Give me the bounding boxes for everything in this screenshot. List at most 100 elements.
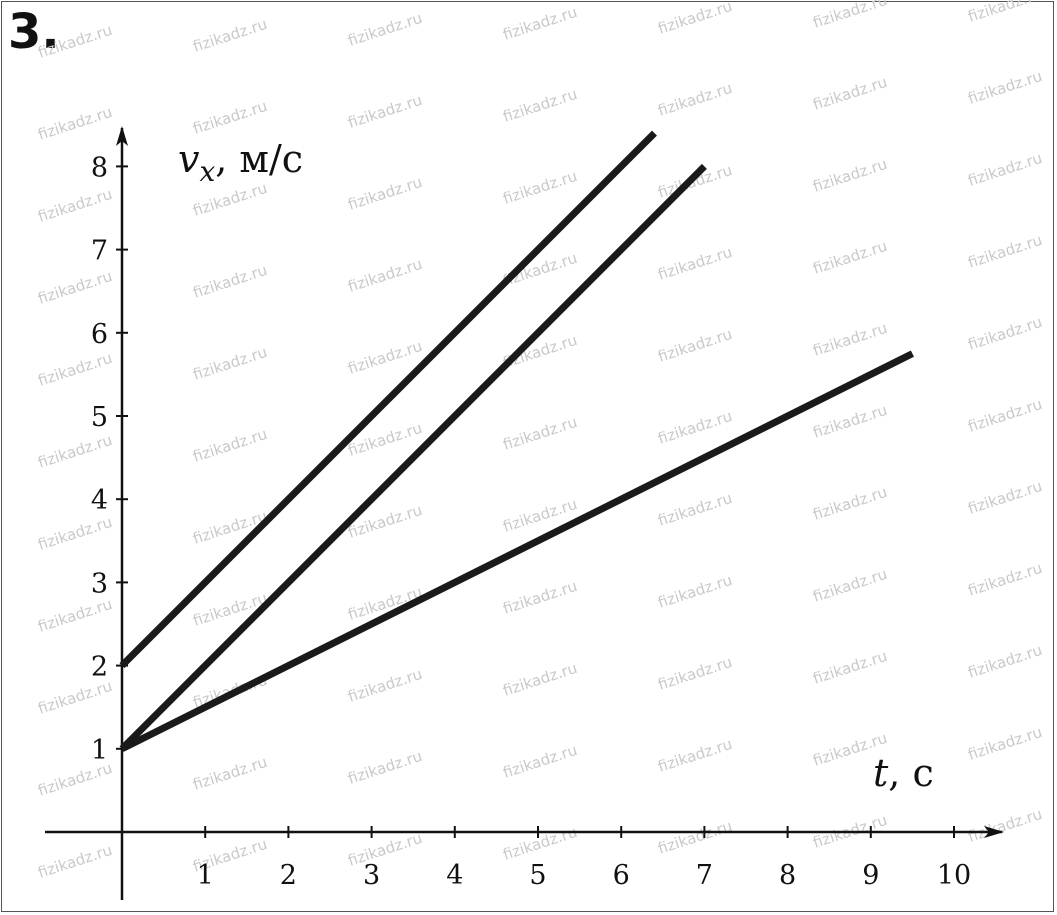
watermark-text: fizikadz.ru	[36, 349, 115, 390]
x-axis-label: t, с	[873, 751, 934, 795]
x-tick-label: 10	[937, 860, 971, 891]
watermark-text: fizikadz.ru	[36, 103, 115, 144]
watermark-text: fizikadz.ru	[346, 747, 425, 788]
watermark-text: fizikadz.ru	[966, 67, 1045, 108]
watermark-text: fizikadz.ru	[656, 817, 735, 858]
problem-number: 3.	[8, 4, 60, 60]
watermark-text: fizikadz.ru	[656, 653, 735, 694]
watermark-text: fizikadz.ru	[501, 331, 580, 372]
watermark-text: fizikadz.ru	[656, 243, 735, 284]
x-tick-label: 5	[529, 860, 546, 891]
watermark-text: fizikadz.ru	[501, 577, 580, 618]
series-line-2	[119, 163, 707, 752]
x-tick-label: 7	[696, 860, 713, 891]
watermark-text: fizikadz.ru	[36, 267, 115, 308]
y-axis-unit: , м/с	[215, 137, 303, 181]
watermark-text: fizikadz.ru	[191, 753, 270, 794]
watermark-text: fizikadz.ru	[811, 401, 890, 442]
y-ticks: 1 2 3 4 5 6 7 8	[91, 152, 128, 766]
watermark-text: fizikadz.ru	[656, 407, 735, 448]
watermark-text: fizikadz.ru	[811, 565, 890, 606]
watermark-text: fizikadz.ru	[501, 85, 580, 126]
watermark-text: fizikadz.ru	[656, 325, 735, 366]
watermark-text: fizikadz.ru	[966, 641, 1045, 682]
watermark-text: fizikadz.ru	[656, 79, 735, 120]
watermark-text: fizikadz.ru	[346, 173, 425, 214]
watermark-text: fizikadz.ru	[811, 73, 890, 114]
x-tick-label: 8	[779, 860, 796, 891]
watermark-text: fizikadz.ru	[966, 149, 1045, 190]
watermark-text: fizikadz.ru	[191, 425, 270, 466]
watermark-text: fizikadz.ru	[36, 431, 115, 472]
watermark-text: fizikadz.ru	[346, 829, 425, 870]
watermark-text: fizikadz.ru	[811, 647, 890, 688]
x-tick-label: 3	[363, 860, 380, 891]
y-tick-label: 4	[91, 485, 108, 516]
watermark-text: fizikadz.ru	[501, 249, 580, 290]
watermark-text: fizikadz.ru	[501, 659, 580, 700]
y-tick-label: 7	[91, 236, 108, 267]
watermark-text: fizikadz.ru	[811, 237, 890, 278]
watermark-text: fizikadz.ru	[346, 91, 425, 132]
watermark-text: fizikadz.ru	[36, 595, 115, 636]
watermark-text: fizikadz.ru	[36, 21, 115, 62]
x-ticks: 1 2 3 4 5 6 7 8 9 10	[197, 826, 971, 891]
watermark-text: fizikadz.ru	[811, 483, 890, 524]
watermark-text: fizikadz.ru	[36, 841, 115, 882]
watermark-text: fizikadz.ru	[656, 0, 735, 38]
y-tick-label: 6	[91, 319, 108, 350]
y-tick-label: 2	[91, 652, 108, 683]
series-line-3	[120, 350, 914, 752]
x-tick-label: 4	[446, 860, 463, 891]
y-axis-symbol: v	[178, 137, 200, 181]
watermark-text: fizikadz.ru	[501, 741, 580, 782]
watermark-text: fizikadz.ru	[966, 559, 1045, 600]
watermark-text: fizikadz.ru	[966, 313, 1045, 354]
y-axis-label: vx, м/с	[178, 137, 303, 188]
x-tick-label: 2	[280, 860, 297, 891]
watermark-text: fizikadz.ru	[191, 97, 270, 138]
watermark-text: fizikadz.ru	[656, 161, 735, 202]
y-tick-label: 5	[91, 402, 108, 433]
watermark-text: fizikadz.ru	[966, 477, 1045, 518]
x-tick-label: 1	[197, 860, 214, 891]
watermark-text: fizikadz.ru	[966, 395, 1045, 436]
watermark-text: fizikadz.ru	[966, 0, 1045, 26]
watermark-text: fizikadz.ru	[656, 571, 735, 612]
watermark-text: fizikadz.ru	[346, 255, 425, 296]
x-tick-label: 9	[862, 860, 879, 891]
watermark-text: fizikadz.ru	[656, 735, 735, 776]
watermark-text: fizikadz.ru	[191, 343, 270, 384]
y-axis-subscript: x	[199, 155, 215, 188]
watermark-text: fizikadz.ru	[656, 489, 735, 530]
watermark-text: fizikadz.ru	[966, 805, 1045, 846]
watermark-text: fizikadz.ru	[501, 3, 580, 44]
x-tick-label: 6	[613, 860, 630, 891]
watermark-text: fizikadz.ru	[191, 261, 270, 302]
watermark-text: fizikadz.ru	[36, 677, 115, 718]
watermark-text: fizikadz.ru	[811, 319, 890, 360]
watermark-text: fizikadz.ru	[346, 501, 425, 542]
x-axis-symbol: t	[873, 751, 889, 795]
watermark-text: fizikadz.ru	[966, 723, 1045, 764]
watermark-text: fizikadz.ru	[36, 513, 115, 554]
watermark-text: fizikadz.ru	[36, 185, 115, 226]
x-axis-unit: , с	[888, 751, 933, 795]
watermark-text: fizikadz.ru	[191, 15, 270, 56]
watermark-text: fizikadz.ru	[966, 231, 1045, 272]
y-tick-label: 8	[91, 152, 108, 183]
watermark-text: fizikadz.ru	[501, 167, 580, 208]
watermark-text: fizikadz.ru	[811, 155, 890, 196]
watermark-text: fizikadz.ru	[811, 0, 890, 32]
watermark-text: fizikadz.ru	[346, 9, 425, 50]
series-group	[119, 130, 914, 752]
watermark-text: fizikadz.ru	[346, 665, 425, 706]
y-tick-label: 3	[91, 568, 108, 599]
watermark-text: fizikadz.ru	[501, 823, 580, 864]
series-line-1	[119, 130, 657, 669]
y-tick-label: 1	[91, 735, 108, 766]
watermark-layer: fizikadz.ru fizikadz.ru fizikadz.ru fizikad…	[36, 0, 1045, 882]
watermark-text: fizikadz.ru	[501, 413, 580, 454]
